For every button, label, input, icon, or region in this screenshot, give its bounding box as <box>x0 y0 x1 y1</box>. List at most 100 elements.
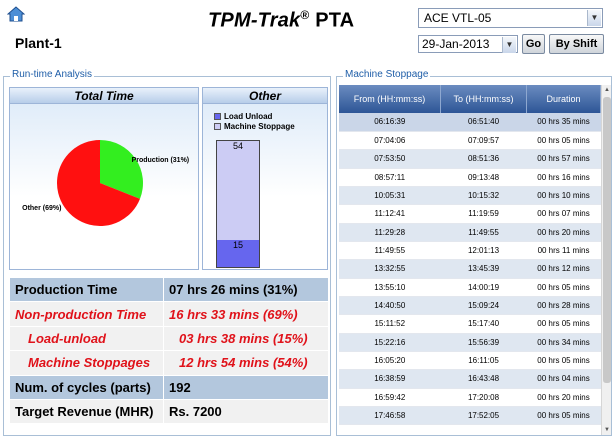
summary-value: 07 hrs 26 mins (31%) <box>163 276 329 303</box>
from-cell: 11:49:55 <box>339 241 441 261</box>
duration-cell: 00 hrs 07 mins <box>526 204 601 224</box>
stoppage-table: From (HH:mm:ss) To (HH:mm:ss) Duration 0… <box>339 85 601 426</box>
date-value: 29-Jan-2013 <box>422 37 490 51</box>
other-legend: Load Unload Machine Stoppage <box>214 112 295 132</box>
machine-value: ACE VTL-05 <box>424 11 492 25</box>
from-cell: 07:53:50 <box>339 149 441 169</box>
to-cell: 15:09:24 <box>440 296 527 316</box>
duration-cell: 00 hrs 11 mins <box>526 241 601 261</box>
to-cell: 07:09:57 <box>440 131 527 151</box>
from-cell: 16:38:59 <box>339 369 441 389</box>
pie-label: Production (31%) <box>132 157 190 164</box>
from-cell: 13:55:10 <box>339 278 441 297</box>
to-cell: 17:20:08 <box>440 388 527 408</box>
summary-row: Target Revenue (MHR) Rs. 7200 <box>9 398 329 425</box>
from-cell: 06:16:39 <box>339 113 441 132</box>
by-shift-button[interactable]: By Shift <box>549 34 604 54</box>
column-duration[interactable]: Duration <box>526 85 601 113</box>
total-time-chart: Total Time Production (31%) Other (69%) <box>9 87 199 270</box>
to-cell: 15:56:39 <box>440 333 527 352</box>
table-row[interactable]: 13:32:55 13:45:39 00 hrs 12 mins <box>339 259 601 279</box>
table-row[interactable]: 08:57:11 09:13:48 00 hrs 16 mins <box>339 168 601 187</box>
chevron-down-icon[interactable]: ▼ <box>587 10 601 26</box>
table-row[interactable]: 16:38:59 16:43:48 00 hrs 04 mins <box>339 369 601 389</box>
to-cell: 09:13:48 <box>440 168 527 187</box>
column-to[interactable]: To (HH:mm:ss) <box>440 85 528 113</box>
runtime-analysis-legend: Run-time Analysis <box>10 69 95 80</box>
duration-cell: 00 hrs 05 mins <box>526 314 601 334</box>
duration-cell: 00 hrs 20 mins <box>526 388 601 408</box>
to-cell: 10:15:32 <box>440 186 527 206</box>
summary-label: Load-unload <box>9 325 164 352</box>
table-row[interactable]: 11:12:41 11:19:59 00 hrs 07 mins <box>339 204 601 224</box>
table-row[interactable]: 15:22:16 15:56:39 00 hrs 34 mins <box>339 333 601 352</box>
to-cell: 15:17:40 <box>440 314 527 334</box>
table-row[interactable]: 07:04:06 07:09:57 00 hrs 05 mins <box>339 131 601 151</box>
scroll-thumb[interactable] <box>603 97 611 383</box>
summary-value: 16 hrs 33 mins (69%) <box>163 301 329 327</box>
duration-cell: 00 hrs 05 mins <box>526 406 601 426</box>
from-cell: 16:05:20 <box>339 351 441 371</box>
summary-value: 12 hrs 54 mins (54%) <box>163 350 329 376</box>
app-title: TPM-Trak® PTA <box>208 8 355 32</box>
machine-select[interactable]: ACE VTL-05 ▼ <box>418 8 603 28</box>
duration-cell: 00 hrs 05 mins <box>526 131 601 151</box>
plant-label: Plant-1 <box>15 35 62 51</box>
table-row[interactable]: 11:49:55 12:01:13 00 hrs 11 mins <box>339 241 601 261</box>
pie-slice <box>56 140 140 226</box>
from-cell: 11:12:41 <box>339 204 441 224</box>
bar-value-label: 54 <box>232 141 243 152</box>
bar-segment: 15 <box>217 239 259 267</box>
go-button[interactable]: Go <box>522 34 545 54</box>
duration-cell: 00 hrs 20 mins <box>526 223 601 242</box>
to-cell: 14:00:19 <box>440 278 527 297</box>
duration-cell: 00 hrs 28 mins <box>526 296 601 316</box>
summary-row: Production Time 07 hrs 26 mins (31%) <box>9 276 329 303</box>
duration-cell: 00 hrs 12 mins <box>526 259 601 279</box>
scroll-down-icon[interactable]: ▼ <box>604 427 610 433</box>
from-cell: 13:32:55 <box>339 259 441 279</box>
bar-segment: 54 <box>217 141 259 240</box>
column-from[interactable]: From (HH:mm:ss) <box>339 85 442 113</box>
pie-chart: Production (31%) Other (69%) <box>22 140 190 226</box>
from-cell: 16:59:42 <box>339 388 441 408</box>
table-row[interactable]: 07:53:50 08:51:36 00 hrs 57 mins <box>339 149 601 169</box>
summary-value: 192 <box>163 374 329 400</box>
runtime-analysis-panel: Run-time Analysis Total Time Production … <box>3 69 331 436</box>
duration-cell: 00 hrs 35 mins <box>526 113 601 132</box>
table-row[interactable]: 11:29:28 11:49:55 00 hrs 20 mins <box>339 223 601 242</box>
table-row[interactable]: 15:11:52 15:17:40 00 hrs 05 mins <box>339 314 601 334</box>
machine-stoppage-panel: Machine Stoppage From (HH:mm:ss) To (HH:… <box>336 69 612 436</box>
home-icon[interactable] <box>7 6 25 22</box>
table-row[interactable]: 17:46:58 17:52:05 00 hrs 05 mins <box>339 406 601 426</box>
table-row[interactable]: 16:59:42 17:20:08 00 hrs 20 mins <box>339 388 601 408</box>
from-cell: 14:40:50 <box>339 296 441 316</box>
summary-label: Target Revenue (MHR) <box>9 398 164 425</box>
machine-stoppage-legend: Machine Stoppage <box>343 69 431 80</box>
to-cell: 08:51:36 <box>440 149 527 169</box>
chevron-down-icon[interactable]: ▼ <box>502 37 516 53</box>
scroll-up-icon[interactable]: ▲ <box>604 87 610 93</box>
table-row[interactable]: 06:16:39 06:51:40 00 hrs 35 mins <box>339 113 601 132</box>
date-picker[interactable]: 29-Jan-2013 ▼ <box>418 35 518 53</box>
table-row[interactable]: 13:55:10 14:00:19 00 hrs 05 mins <box>339 278 601 297</box>
summary-table: Production Time 07 hrs 26 mins (31%) Non-p… <box>9 276 329 425</box>
table-row[interactable]: 14:40:50 15:09:24 00 hrs 28 mins <box>339 296 601 316</box>
total-time-title: Total Time <box>10 88 198 104</box>
from-cell: 10:05:31 <box>339 186 441 206</box>
table-row[interactable]: 16:05:20 16:11:05 00 hrs 05 mins <box>339 351 601 371</box>
bar-value-label: 15 <box>232 239 243 250</box>
table-row[interactable]: 10:05:31 10:15:32 00 hrs 10 mins <box>339 186 601 206</box>
summary-label: Machine Stoppages <box>9 350 164 376</box>
stacked-bar: 15 54 <box>216 140 260 268</box>
to-cell: 11:19:59 <box>440 204 527 224</box>
to-cell: 11:49:55 <box>440 223 527 242</box>
vertical-scrollbar[interactable]: ▲ ▼ <box>601 85 611 435</box>
duration-cell: 00 hrs 05 mins <box>526 351 601 371</box>
summary-value: 03 hrs 38 mins (15%) <box>163 325 329 352</box>
summary-row: Machine Stoppages 12 hrs 54 mins (54%) <box>9 350 329 376</box>
summary-label: Non-production Time <box>9 301 164 327</box>
legend-machine-stoppage: Machine Stoppage <box>214 122 295 132</box>
from-cell: 17:46:58 <box>339 406 441 426</box>
pie-slice <box>100 140 143 199</box>
